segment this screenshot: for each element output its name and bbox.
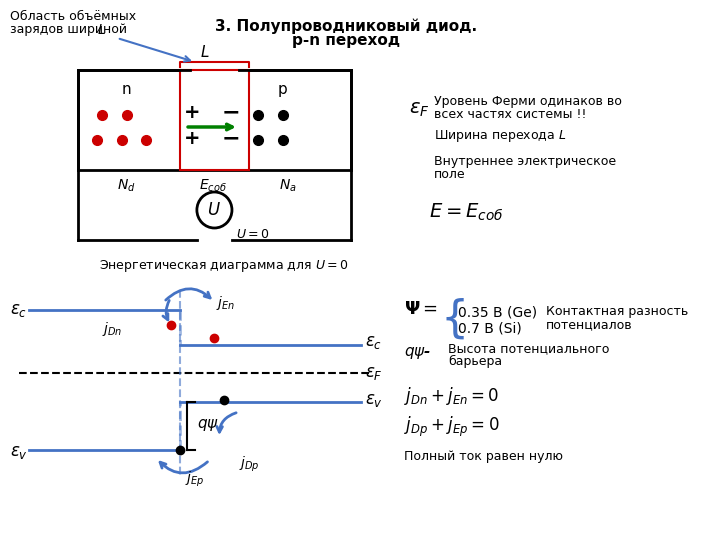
Text: потенциалов: потенциалов xyxy=(546,318,632,331)
Text: $j_{Dn}+j_{En}=0$: $j_{Dn}+j_{En}=0$ xyxy=(405,385,500,407)
Text: $L$: $L$ xyxy=(200,44,210,60)
Text: Внутреннее электрическое: Внутреннее электрическое xyxy=(433,155,616,168)
Text: $\varepsilon_c$: $\varepsilon_c$ xyxy=(10,301,27,319)
Text: $\varepsilon_v$: $\varepsilon_v$ xyxy=(366,391,384,409)
Text: $j_{Dp}$: $j_{Dp}$ xyxy=(239,455,259,474)
Text: 0.35 В (Ge): 0.35 В (Ge) xyxy=(458,305,537,319)
Text: +: + xyxy=(184,103,200,122)
Text: n: n xyxy=(122,82,132,97)
Text: $\varepsilon_c$: $\varepsilon_c$ xyxy=(366,333,383,351)
Text: $j_{Dp}+j_{Ep}=0$: $j_{Dp}+j_{Ep}=0$ xyxy=(405,415,500,439)
Text: 0.7 В (Si): 0.7 В (Si) xyxy=(458,322,522,336)
Text: −: − xyxy=(222,128,240,148)
Text: $j_{En}$: $j_{En}$ xyxy=(217,294,235,312)
Text: $N_d$: $N_d$ xyxy=(117,178,136,194)
Text: $q\psi$-: $q\psi$- xyxy=(405,345,432,361)
Text: Контактная разность: Контактная разность xyxy=(546,305,688,318)
Bar xyxy=(78,70,195,170)
Text: всех частях системы !!: всех частях системы !! xyxy=(433,108,586,121)
Text: $E=E_{соб}$: $E=E_{соб}$ xyxy=(429,202,503,224)
Text: $q\psi$: $q\psi$ xyxy=(197,417,219,433)
Text: $U$: $U$ xyxy=(207,201,221,219)
Text: $N_a$: $N_a$ xyxy=(279,178,297,194)
Text: зарядов шириной: зарядов шириной xyxy=(10,23,131,36)
Text: $j_{Dn}$: $j_{Dn}$ xyxy=(102,320,122,338)
Text: 3. Полупроводниковый диод.: 3. Полупроводниковый диод. xyxy=(215,18,477,33)
Text: Высота потенциального: Высота потенциального xyxy=(449,342,610,355)
Text: $E_{соб}$: $E_{соб}$ xyxy=(199,178,226,194)
Text: $j_{Ep}$: $j_{Ep}$ xyxy=(185,470,204,489)
Text: Область объёмных: Область объёмных xyxy=(10,10,136,23)
Text: +: + xyxy=(184,129,200,147)
Text: Ширина перехода $L$: Ширина перехода $L$ xyxy=(433,128,566,144)
Bar xyxy=(180,70,248,170)
Text: р-n переход: р-n переход xyxy=(292,33,400,48)
Text: p: p xyxy=(278,82,287,97)
Text: {: { xyxy=(441,298,469,341)
Text: Уровень Ферми одинаков во: Уровень Ферми одинаков во xyxy=(433,95,621,108)
Text: $L$: $L$ xyxy=(97,23,107,37)
Text: Энергетическая диаграмма для $U=0$: Энергетическая диаграмма для $U=0$ xyxy=(99,258,349,274)
Text: $\varepsilon_F$: $\varepsilon_F$ xyxy=(366,364,383,382)
Text: Полный ток равен нулю: Полный ток равен нулю xyxy=(405,450,564,463)
Text: $\varepsilon_F$: $\varepsilon_F$ xyxy=(410,100,430,119)
Bar xyxy=(234,70,351,170)
Text: $U=0$: $U=0$ xyxy=(236,228,269,241)
Text: барьера: барьера xyxy=(449,355,503,368)
Bar xyxy=(78,70,351,170)
Text: −: − xyxy=(222,102,240,122)
Text: $\varepsilon_v$: $\varepsilon_v$ xyxy=(10,443,28,461)
Text: поле: поле xyxy=(433,168,465,181)
Text: $\boldsymbol{\Psi}=$: $\boldsymbol{\Psi}=$ xyxy=(405,300,438,318)
Circle shape xyxy=(197,192,232,228)
